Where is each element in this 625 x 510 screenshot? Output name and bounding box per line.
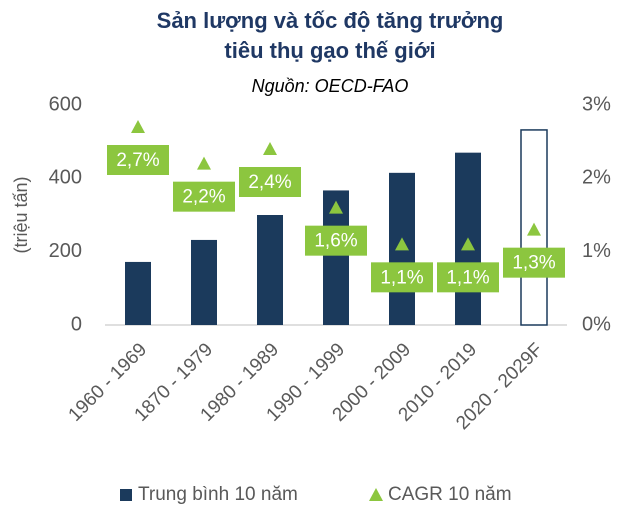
y-axis-label: (triệu tấn) bbox=[11, 176, 31, 253]
data-label: 2,4% bbox=[248, 172, 291, 193]
y-tick-label: 600 bbox=[49, 93, 82, 115]
marker bbox=[197, 156, 211, 170]
marker bbox=[395, 237, 409, 251]
data-label-box bbox=[503, 247, 565, 278]
y2-tick-label: 3% bbox=[582, 93, 611, 115]
marker bbox=[131, 120, 145, 133]
data-label-box bbox=[371, 262, 433, 293]
data-label: 1,1% bbox=[446, 267, 489, 288]
y-tick-label: 200 bbox=[49, 240, 82, 262]
legend-label: Trung bình 10 năm bbox=[138, 484, 298, 505]
y-tick-label: 0 bbox=[71, 313, 82, 335]
legend-label: CAGR 10 năm bbox=[388, 484, 512, 505]
data-label-box bbox=[437, 262, 499, 293]
marker bbox=[461, 237, 475, 251]
data-label: 1,6% bbox=[314, 231, 357, 252]
data-label-box bbox=[239, 167, 301, 197]
data-label: 1,1% bbox=[380, 267, 423, 288]
marker bbox=[527, 222, 541, 236]
chart-title: tiêu thụ gạo thế giới bbox=[224, 38, 435, 63]
legend-marker bbox=[369, 488, 383, 501]
data-label: 2,7% bbox=[116, 150, 159, 171]
data-label-box bbox=[305, 225, 367, 256]
y2-tick-label: 0% bbox=[582, 313, 611, 335]
chart-title: Sản lượng và tốc độ tăng trưởng bbox=[157, 8, 504, 33]
data-label-box bbox=[173, 181, 235, 212]
data-label-box bbox=[107, 145, 169, 175]
bar bbox=[257, 215, 283, 325]
bar bbox=[125, 261, 151, 325]
data-label: 2,2% bbox=[182, 187, 225, 208]
legend-marker bbox=[120, 489, 132, 501]
marker bbox=[329, 200, 343, 214]
marker bbox=[263, 142, 277, 155]
y2-tick-label: 1% bbox=[582, 240, 611, 262]
y-tick-label: 400 bbox=[49, 167, 82, 189]
data-label: 1,3% bbox=[512, 253, 555, 274]
chart-subtitle: Nguồn: OECD-FAO bbox=[252, 76, 409, 96]
y2-tick-label: 2% bbox=[582, 167, 611, 189]
bar bbox=[191, 239, 217, 325]
